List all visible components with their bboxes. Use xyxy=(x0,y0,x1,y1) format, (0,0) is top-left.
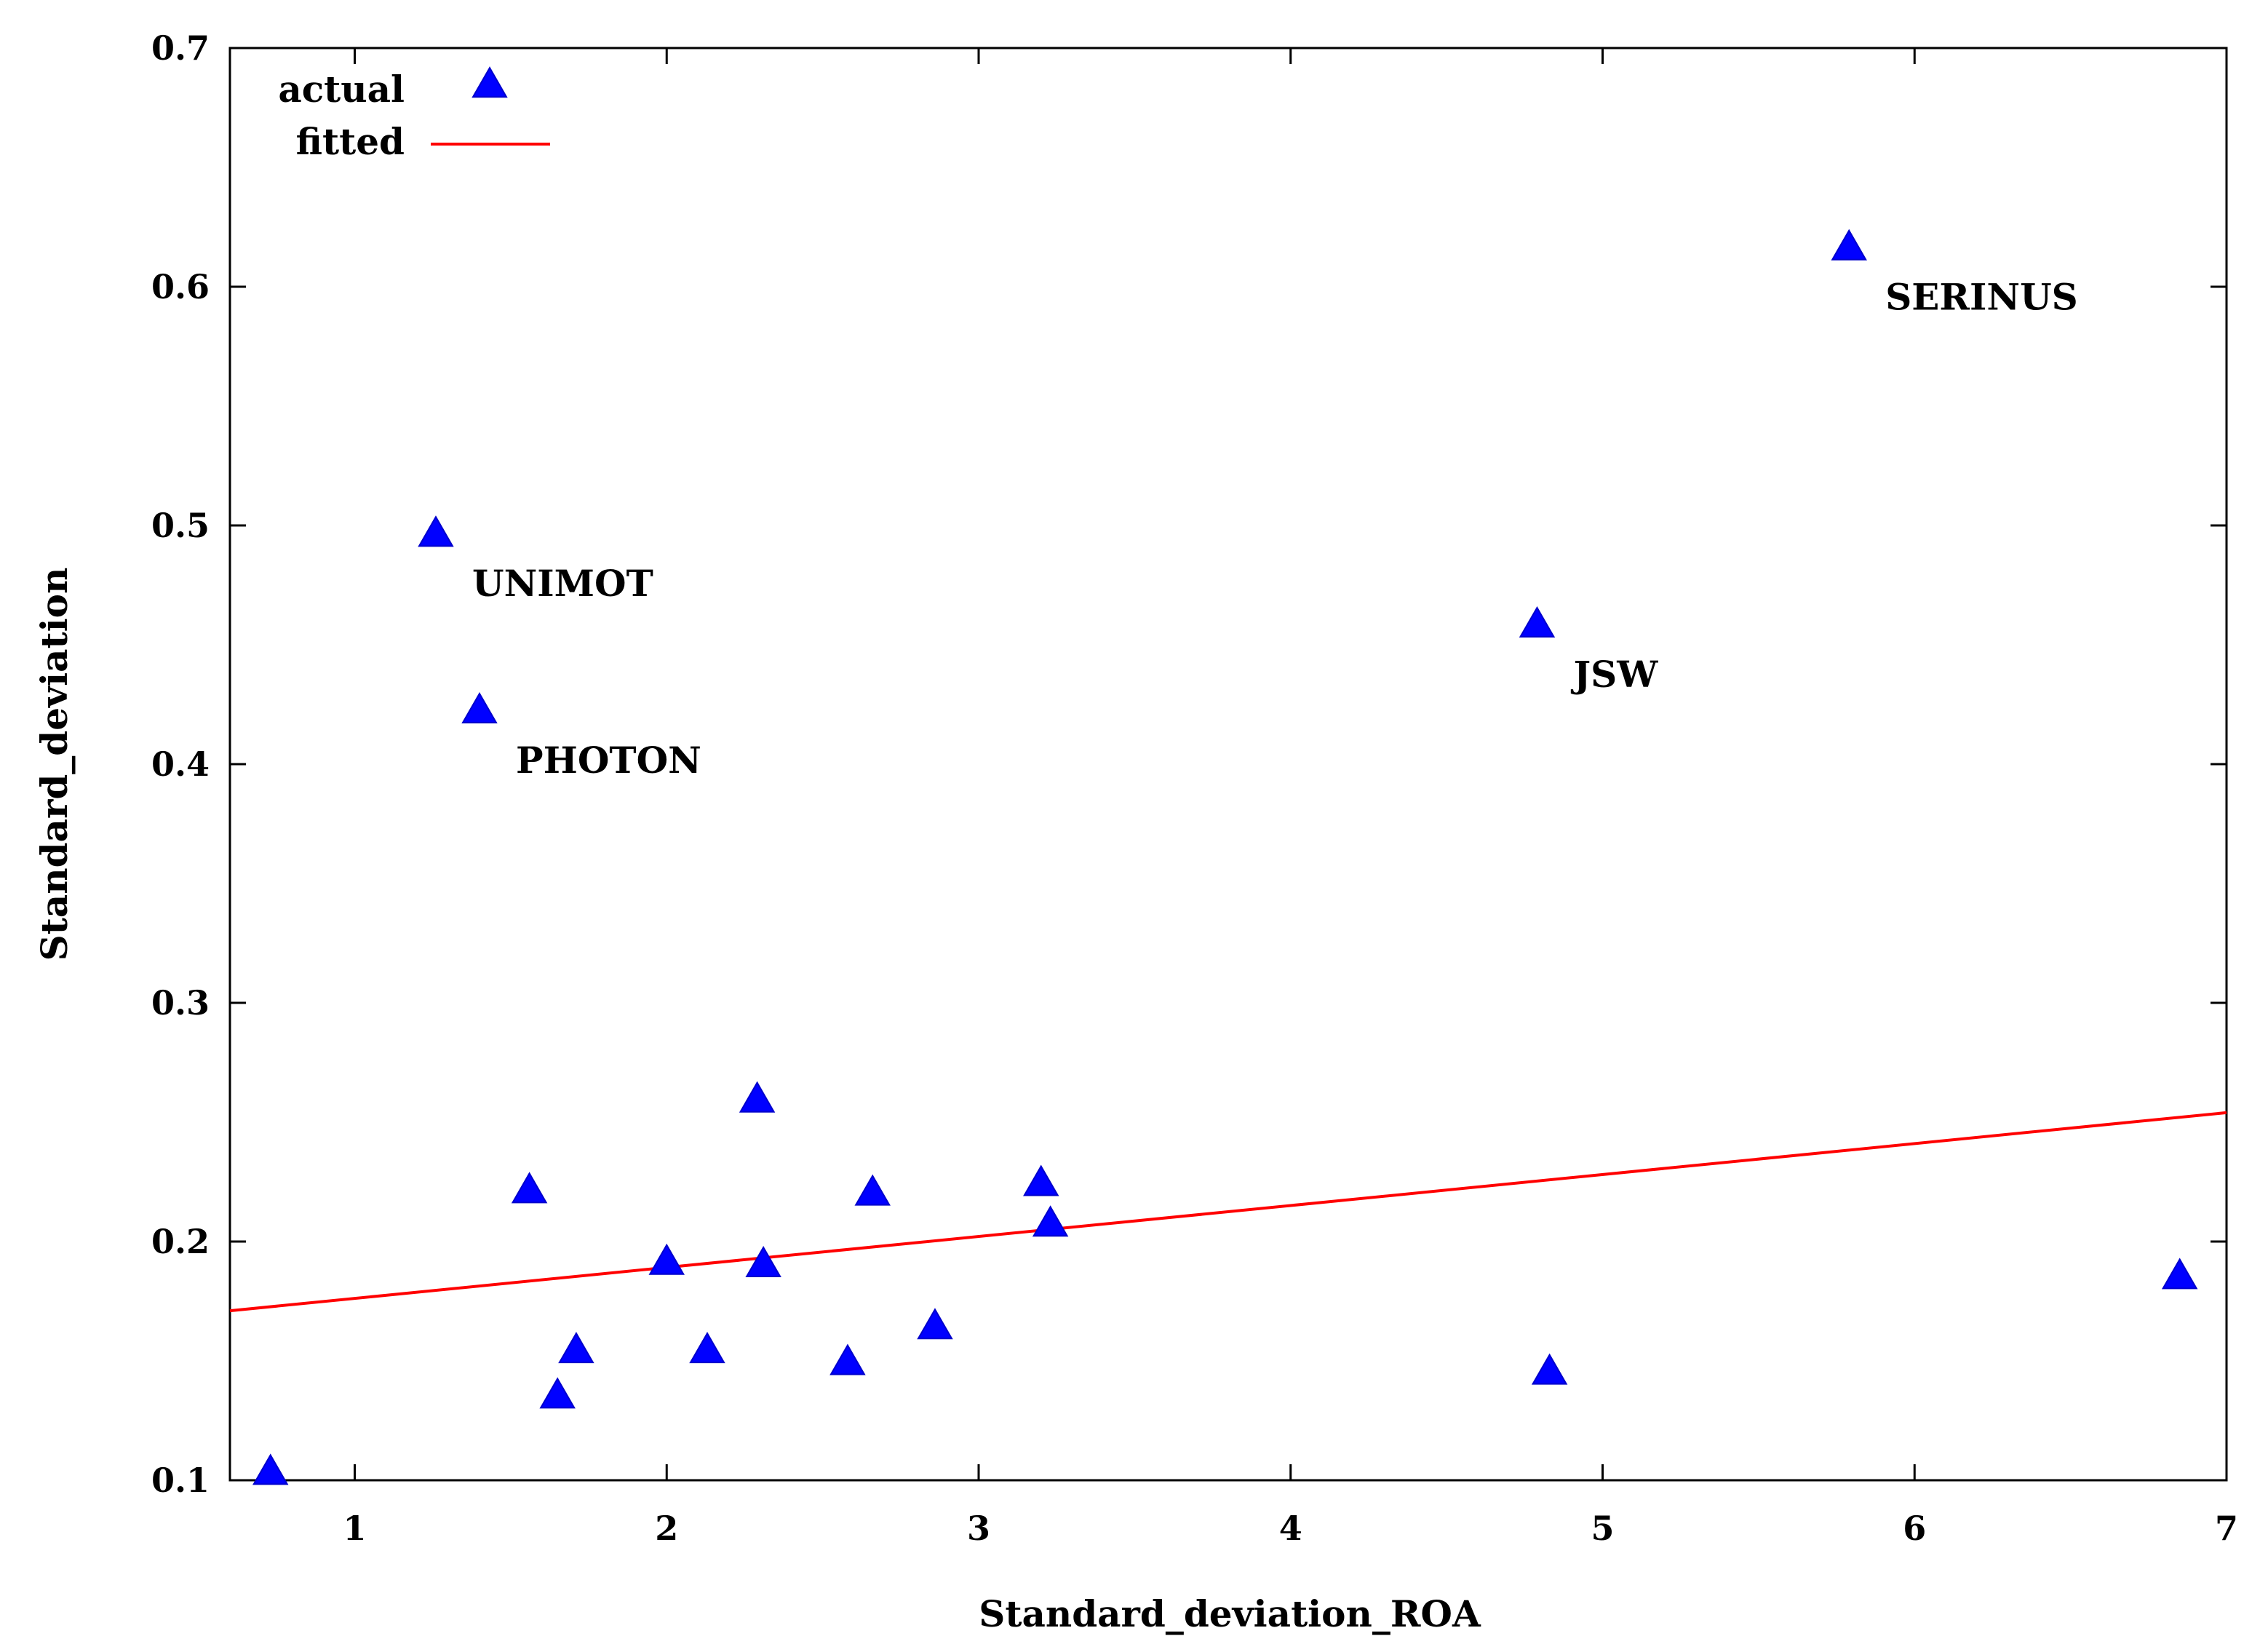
point-annotation: PHOTON xyxy=(516,739,701,782)
y-tick-label: 0.4 xyxy=(151,744,210,784)
data-point-triangle xyxy=(917,1308,953,1340)
legend-label: actual xyxy=(278,68,405,111)
fitted-line xyxy=(229,1111,2227,1313)
y-tick-label: 0.3 xyxy=(151,983,210,1022)
x-tick-label: 2 xyxy=(655,1509,678,1548)
data-point-triangle xyxy=(854,1174,891,1206)
y-tick-label: 0.7 xyxy=(151,28,210,68)
data-point-triangle xyxy=(689,1332,725,1364)
x-tick-label: 5 xyxy=(1591,1509,1614,1548)
legend: actual fitted xyxy=(278,66,550,163)
point-annotation: UNIMOT xyxy=(472,562,653,605)
data-point-triangle xyxy=(558,1332,594,1364)
data-point-triangle xyxy=(829,1343,866,1375)
fitted-line-layer xyxy=(229,1111,2227,1313)
data-point-triangle xyxy=(1531,1353,1568,1385)
x-tick-label: 1 xyxy=(343,1509,366,1548)
data-point-triangle xyxy=(1831,229,1867,261)
x-tick-label: 7 xyxy=(2215,1509,2238,1548)
y-tick-label: 0.6 xyxy=(151,267,210,306)
data-point-triangle xyxy=(252,1453,289,1485)
data-point-triangle xyxy=(418,515,454,547)
point-annotation: SERINUS xyxy=(1885,276,2078,319)
x-axis-label: Standard_deviation_ROA xyxy=(979,1592,1481,1635)
data-point-triangle xyxy=(1032,1205,1069,1237)
y-tick-label: 0.1 xyxy=(151,1461,210,1500)
x-tick-label: 3 xyxy=(967,1509,990,1548)
x-tick-label: 6 xyxy=(1903,1509,1926,1548)
legend-label: fitted xyxy=(296,120,405,163)
legend-marker-triangle xyxy=(471,66,508,98)
y-tick-label: 0.2 xyxy=(151,1222,210,1261)
x-tick-label: 4 xyxy=(1279,1509,1302,1548)
data-point-triangle xyxy=(739,1081,776,1113)
point-annotation: JSW xyxy=(1570,653,1658,696)
data-point-triangle xyxy=(461,692,498,724)
points-layer xyxy=(252,229,2198,1485)
data-point-triangle xyxy=(2161,1258,2198,1290)
data-point-triangle xyxy=(511,1172,548,1204)
data-point-triangle xyxy=(1023,1164,1059,1196)
y-tick-label: 0.5 xyxy=(151,506,210,545)
data-point-triangle xyxy=(539,1377,576,1409)
ticks-layer: 1 2 3 4 5 6 7 0.1 0.2 0.3 0.4 0.5 0.6 0.7 xyxy=(151,28,2238,1548)
data-point-triangle xyxy=(648,1243,685,1275)
data-point-triangle xyxy=(745,1245,781,1278)
data-point-triangle xyxy=(1519,605,1556,638)
y-axis-label: Standard_deviation xyxy=(33,568,76,961)
annotations-layer: UNIMOT PHOTON JSW SERINUS xyxy=(472,276,2078,782)
